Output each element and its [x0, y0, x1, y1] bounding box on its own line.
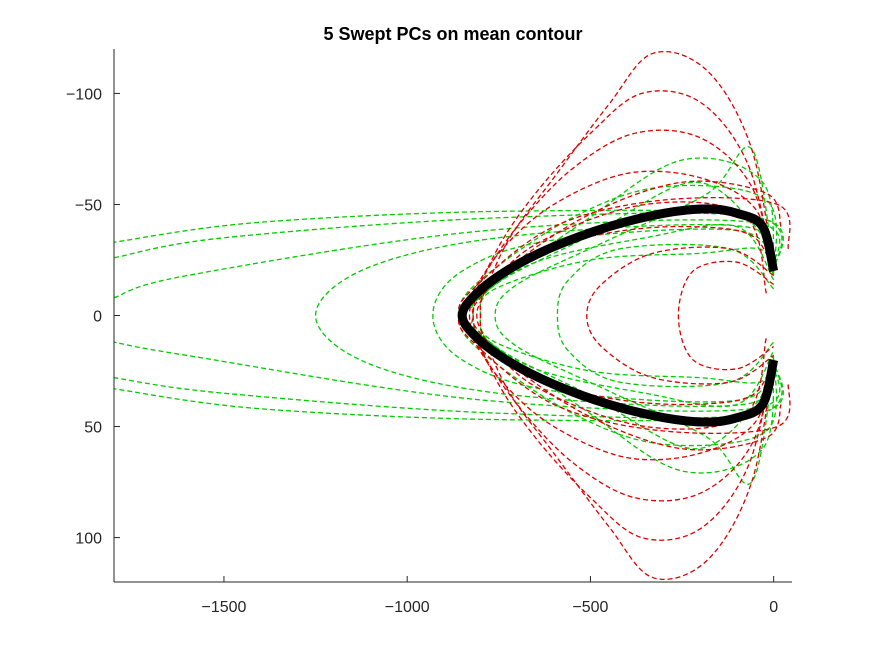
swept-pc-curve-25: [472, 201, 767, 430]
mean-contour-line: [457, 204, 779, 427]
swept-pc-curve-22: [677, 260, 775, 371]
swept-pc-curve-19: [461, 170, 775, 461]
x-ticks: −1500 −1000 −500 0: [201, 576, 778, 616]
swept-pc-curve-23: [479, 180, 782, 451]
swept-pc-curve-2: [114, 359, 783, 422]
swept-pc-curve-8: [432, 228, 775, 403]
swept-pc-curve-16: [476, 50, 775, 581]
y-tick-label: 0: [93, 309, 102, 326]
swept-pc-curve-21: [586, 246, 775, 385]
swept-pc-curve-3: [114, 212, 784, 272]
chart-title: 5 Swept PCs on mean contour: [323, 24, 582, 44]
y-tick-label: −50: [75, 197, 102, 214]
y-ticks: −100 −50 0 50 100: [66, 86, 120, 548]
x-tick-label: −1500: [201, 599, 246, 616]
swept-pc-curve-7: [314, 223, 775, 408]
swept-pc-curve-9: [556, 243, 775, 388]
plot-area: [114, 50, 791, 581]
x-tick-label: −500: [572, 599, 608, 616]
x-tick-label: 0: [769, 599, 778, 616]
y-tick-label: −100: [66, 86, 102, 103]
y-tick-label: 100: [75, 531, 102, 548]
swept-pc-curve-1: [114, 209, 783, 272]
y-tick-label: 50: [84, 420, 102, 437]
x-tick-label: −1000: [385, 599, 430, 616]
swept-pc-curve-18: [468, 129, 775, 502]
swept-pc-curve-17: [472, 90, 775, 541]
swept-pc-curve-4: [114, 359, 784, 419]
